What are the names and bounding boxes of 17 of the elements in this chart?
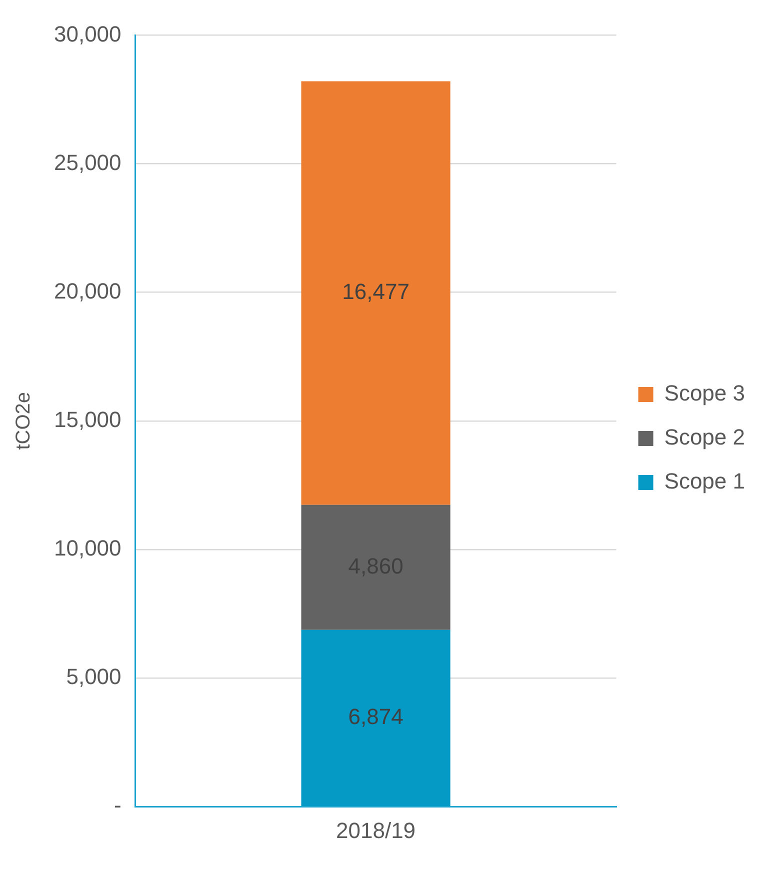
bar	[301, 504, 450, 630]
y-tick-label: 20,000	[54, 278, 122, 304]
y-tick-label: 5,000	[66, 664, 122, 690]
y-tick-label: 15,000	[54, 406, 122, 432]
legend-label: Scope 2	[664, 424, 746, 450]
bar	[301, 81, 450, 505]
y-tick-label: 30,000	[54, 21, 122, 46]
y-tick-label: -	[114, 792, 122, 818]
y-tick-label: 25,000	[54, 150, 122, 175]
y-tick-label: 10,000	[54, 536, 122, 561]
x-tick-label: 2018/19	[336, 818, 416, 843]
y-axis-title: tCO2e	[12, 392, 35, 450]
data-label: 16,477	[342, 279, 410, 304]
bar	[301, 630, 450, 806]
legend-label: Scope 1	[664, 468, 746, 494]
data-label: 6,874	[348, 704, 404, 729]
legend-label: Scope 3	[664, 380, 746, 406]
